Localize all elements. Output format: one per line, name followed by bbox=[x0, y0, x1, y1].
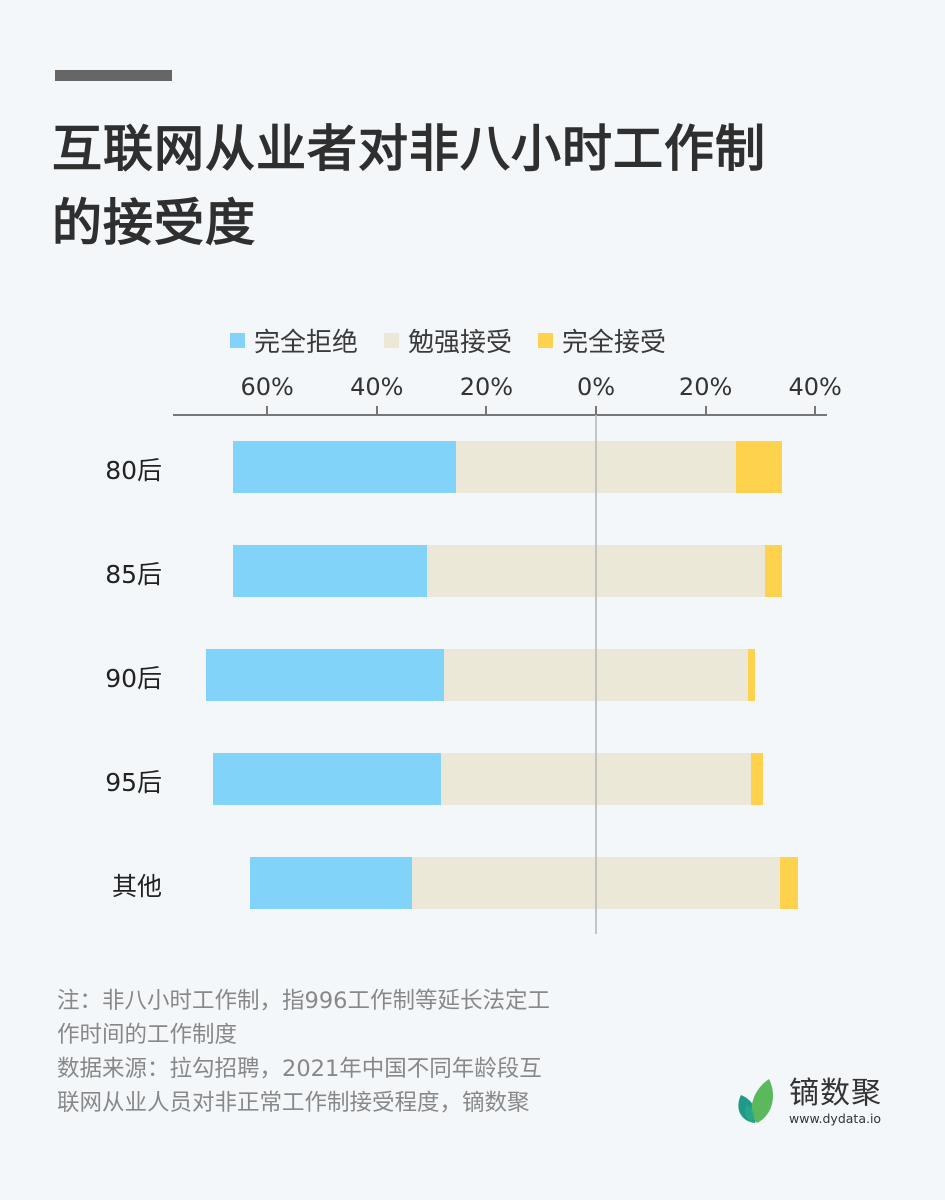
bar-segment-reject bbox=[233, 545, 428, 597]
title-accent-bar bbox=[55, 70, 172, 81]
x-axis-tick bbox=[814, 406, 817, 415]
x-axis-line bbox=[173, 414, 827, 416]
bar-segment-accept bbox=[751, 753, 763, 805]
legend-swatch-reluctant bbox=[384, 332, 400, 348]
category-label: 90后 bbox=[105, 664, 162, 693]
page-title: 互联网从业者对非八小时工作制 的接受度 bbox=[52, 112, 872, 260]
x-axis-tick bbox=[595, 406, 597, 415]
x-axis-tick bbox=[375, 406, 378, 415]
category-label: 95后 bbox=[105, 768, 162, 797]
category-label: 80后 bbox=[105, 456, 162, 485]
category-label: 85后 bbox=[105, 560, 162, 589]
legend-item-reluctant: 勉强接受 bbox=[384, 322, 512, 359]
footnote-note-line-2: 作时间的工作制度 bbox=[57, 1022, 238, 1048]
x-axis-tick bbox=[266, 406, 269, 415]
footnote-source-line-2: 联网从业人员对非正常工作制接受程度，镝数聚 bbox=[57, 1090, 530, 1116]
footnote-source-line-1: 数据来源：拉勾招聘，2021年中国不同年龄段互 bbox=[57, 1056, 542, 1082]
bar-segment-accept bbox=[748, 649, 755, 701]
x-axis-tick bbox=[704, 406, 707, 415]
x-axis-tick-label: 20% bbox=[678, 373, 733, 401]
x-axis-tick-label: 60% bbox=[240, 373, 294, 401]
legend-item-accept: 完全接受 bbox=[538, 322, 666, 359]
legend-swatch-reject bbox=[230, 332, 245, 348]
legend-label: 勉强接受 bbox=[408, 327, 513, 358]
logo-url: www.dydata.io bbox=[789, 1111, 882, 1126]
legend-item-reject: 完全拒绝 bbox=[230, 322, 358, 359]
bar-segment-reject bbox=[206, 649, 444, 701]
title-line-2: 的接受度 bbox=[52, 194, 256, 252]
legend-swatch-accept bbox=[538, 332, 554, 348]
title-line-1: 互联网从业者对非八小时工作制 bbox=[52, 120, 766, 178]
legend-label: 完全拒绝 bbox=[254, 327, 359, 358]
bar-segment-accept bbox=[780, 857, 799, 909]
bar-segment-reject bbox=[249, 857, 412, 909]
footnote: 注：非八小时工作制，指996工作制等延长法定工 作时间的工作制度 数据来源：拉勾… bbox=[57, 984, 677, 1120]
logo-text: 镝数聚 www.dydata.io bbox=[789, 1077, 882, 1127]
bar-segment-reject bbox=[213, 753, 441, 805]
bar-segment-accept bbox=[736, 441, 782, 493]
x-axis-tick-label: 40% bbox=[788, 373, 842, 401]
leaf-logo-icon bbox=[738, 1079, 773, 1123]
bar-segment-reject bbox=[233, 441, 456, 493]
zero-reference-line bbox=[595, 415, 597, 934]
chart-legend: 完全拒绝 勉强接受 完全接受 bbox=[230, 320, 692, 360]
x-axis-tick-label: 0% bbox=[576, 373, 616, 401]
x-axis-tick bbox=[485, 406, 488, 415]
brand-logo: 镝数聚 www.dydata.io bbox=[733, 1077, 882, 1127]
legend-label: 完全接受 bbox=[562, 327, 667, 358]
footnote-note-line-1: 注：非八小时工作制，指996工作制等延长法定工 bbox=[57, 988, 550, 1014]
x-axis-tick-label: 20% bbox=[459, 373, 514, 401]
category-label: 其他 bbox=[111, 872, 162, 901]
x-axis-tick-label: 40% bbox=[350, 373, 404, 401]
logo-name: 镝数聚 bbox=[789, 1076, 882, 1111]
bar-segment-accept bbox=[764, 545, 782, 597]
